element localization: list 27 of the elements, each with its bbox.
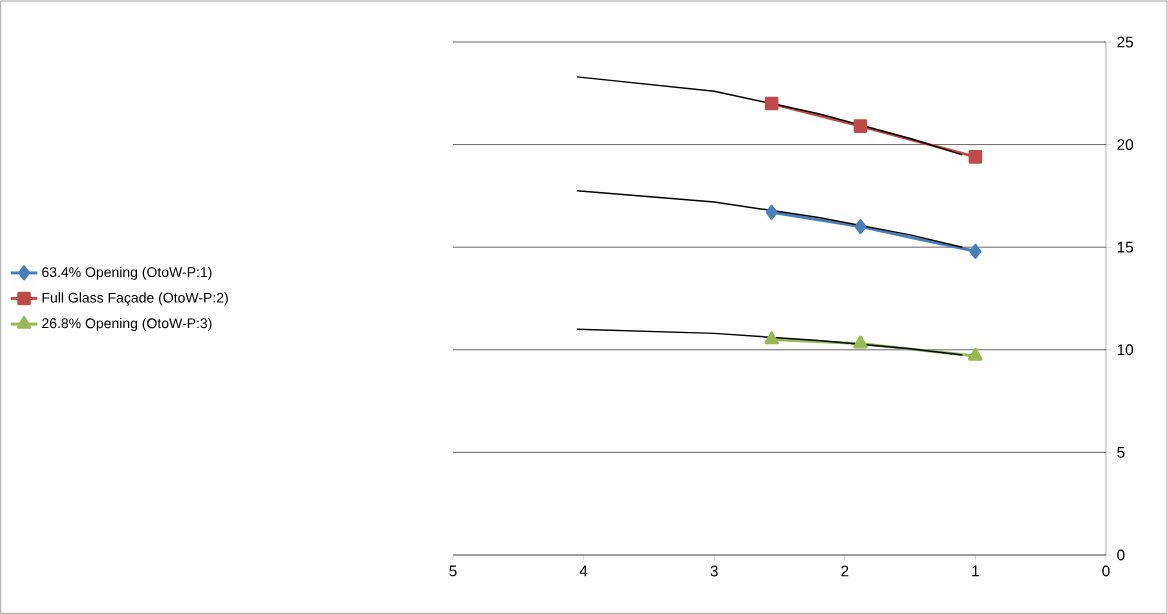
x-tick-label: 1 (972, 565, 979, 577)
x-tick-label: 5 (449, 565, 457, 577)
x-tick-label: 3 (710, 565, 718, 577)
point (968, 150, 983, 164)
y-tick-label: 0 (1117, 549, 1125, 561)
line-series (576, 76, 964, 156)
y-tick-label: 20 (1117, 139, 1134, 151)
x-tick-label: 4 (579, 565, 588, 577)
y-tick-label: 25 (1117, 36, 1134, 48)
point (765, 204, 778, 220)
legend-label: Full Glass Façade (OtoW-P:2) (42, 292, 228, 306)
point (853, 119, 868, 133)
point (968, 347, 983, 361)
point (764, 96, 779, 111)
point (853, 335, 868, 349)
legend-label: 26.8% Opening (OtoW-P:3) (42, 317, 212, 331)
legend-label: 63.4% Opening (OtoW-P:1) (42, 266, 212, 280)
point (764, 331, 779, 345)
x-tick-label: 2 (841, 565, 849, 577)
line-series (576, 190, 964, 248)
y-tick-label: 15 (1117, 241, 1134, 253)
y-tick-label: 10 (1117, 344, 1134, 356)
point (969, 243, 982, 259)
point (854, 219, 867, 235)
line-series (576, 328, 964, 356)
x-tick-label: 0 (1102, 565, 1110, 577)
y-tick-label: 5 (1117, 447, 1125, 458)
